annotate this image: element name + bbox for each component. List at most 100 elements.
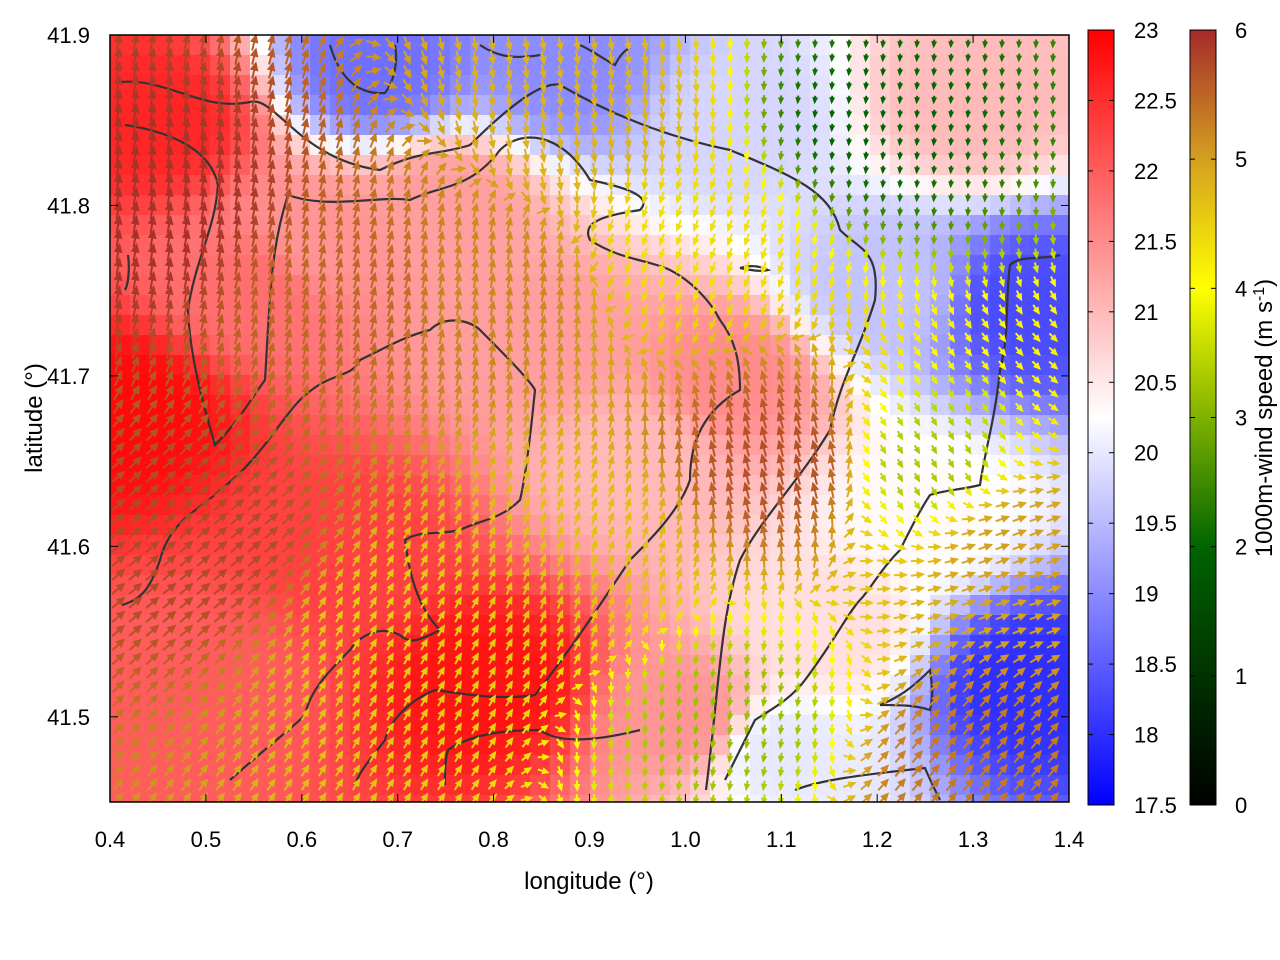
heatmap-cell <box>490 135 511 156</box>
wind-arrow <box>128 666 142 679</box>
wind-arrow <box>215 313 225 331</box>
heatmap-cell <box>910 235 931 256</box>
heatmap-cell <box>910 75 931 96</box>
heatmap-cell <box>110 215 131 236</box>
wind-arrow <box>112 708 125 721</box>
wind-arrow <box>215 75 225 94</box>
heatmap-cell <box>710 415 731 436</box>
heatmap-cell <box>870 775 891 796</box>
heatmap-cell <box>750 175 771 196</box>
wind-arrow <box>164 186 174 206</box>
heatmap-cell <box>650 655 671 676</box>
heatmap-cell <box>210 755 231 776</box>
wind-arrow <box>148 792 158 802</box>
wind-arrow <box>113 370 123 387</box>
heatmap-cell <box>970 315 991 336</box>
wind-arrow <box>130 384 140 401</box>
heatmap-cell <box>950 175 971 196</box>
heatmap-cell <box>130 335 151 356</box>
heatmap-cell <box>970 155 991 176</box>
wind-arrow <box>196 568 211 581</box>
x-tick-label: 0.8 <box>478 827 509 852</box>
heatmap-cell <box>530 555 551 576</box>
heatmap-cell <box>830 515 851 536</box>
heatmap-cell <box>610 455 631 476</box>
heatmap-cell <box>830 755 851 776</box>
heatmap-cell <box>830 795 851 802</box>
wind-arrow <box>214 680 226 693</box>
heatmap-cell <box>690 555 711 576</box>
wind-arrow <box>130 285 140 304</box>
heatmap-cell <box>790 235 811 256</box>
heatmap-cell <box>830 135 851 156</box>
heatmap-cell <box>490 75 511 96</box>
wind-arrow <box>130 370 140 387</box>
heatmap-cell <box>850 575 871 596</box>
heatmap-cell <box>990 175 1011 196</box>
heatmap-cell <box>830 115 851 136</box>
heatmap-cell <box>570 755 591 776</box>
heatmap-cell <box>930 435 951 456</box>
heatmap-cell <box>990 795 1011 802</box>
heatmap-cell <box>530 595 551 616</box>
heatmap-cell <box>130 495 151 516</box>
heatmap-cell <box>330 555 351 576</box>
wind-arrow <box>198 271 208 290</box>
wind-arrow <box>215 228 225 248</box>
heatmap-cell <box>330 95 351 116</box>
wind-arrow <box>164 47 174 66</box>
heatmap-cell <box>670 55 691 76</box>
wind-arrow <box>179 442 194 456</box>
heatmap-cell <box>930 135 951 156</box>
heatmap-cell <box>790 155 811 176</box>
heatmap-cell <box>930 635 951 656</box>
plot-area <box>110 35 1069 802</box>
heatmap-cell <box>430 155 451 176</box>
wind-arrow <box>129 764 141 777</box>
heatmap-cell <box>910 435 931 456</box>
wind-arrow <box>198 299 208 317</box>
heatmap-cell <box>290 435 311 456</box>
heatmap-cell <box>390 735 411 756</box>
heatmap-cell <box>610 315 631 336</box>
heatmap-cell <box>690 355 711 376</box>
heatmap-cell <box>970 795 991 802</box>
wind-arrow <box>148 341 157 359</box>
wind-arrow <box>198 89 208 108</box>
heatmap-cell <box>1050 635 1069 656</box>
heatmap-cell <box>830 655 851 676</box>
heatmap-cell <box>170 675 191 696</box>
wind-arrow <box>130 102 140 122</box>
heatmap-cell <box>1050 35 1069 56</box>
wind-arrow <box>128 456 143 470</box>
heatmap-cell <box>490 715 511 736</box>
wind-arrow <box>213 498 228 511</box>
heatmap-cell <box>910 575 931 596</box>
heatmap-cell <box>1030 695 1051 716</box>
heatmap-cell <box>610 535 631 556</box>
heatmap-cell <box>610 75 631 96</box>
wind-arrow <box>213 540 228 553</box>
heatmap-cell <box>290 255 311 276</box>
heatmap-cell <box>310 635 331 656</box>
wind-arrow <box>181 89 191 108</box>
heatmap-cell <box>970 195 991 216</box>
heatmap-cell <box>390 635 411 656</box>
heatmap-cell <box>850 75 871 96</box>
heatmap-cell <box>810 175 831 196</box>
heatmap-cell <box>710 735 731 756</box>
wind-arrow <box>215 750 226 763</box>
wind-arrow <box>215 384 225 401</box>
wind-arrow <box>128 427 142 442</box>
heatmap-cell <box>190 675 211 696</box>
heatmap-cell <box>890 155 911 176</box>
heatmap-cell <box>590 775 611 796</box>
wind-arrow <box>112 722 125 735</box>
heatmap-cell <box>110 275 131 296</box>
heatmap-cell <box>690 655 711 676</box>
heatmap-cell <box>1010 615 1031 636</box>
wind-arrow <box>181 214 191 234</box>
heatmap-cell <box>830 295 851 316</box>
heatmap-cell <box>410 655 431 676</box>
